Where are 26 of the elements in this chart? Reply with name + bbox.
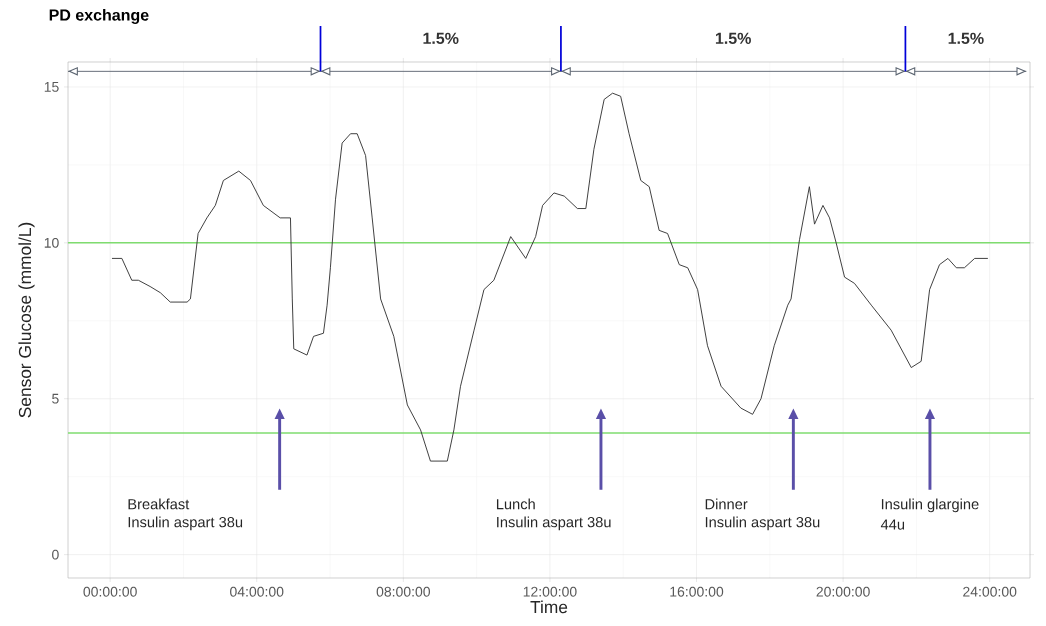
y-tick-label: 5 bbox=[52, 393, 59, 404]
annotation: Breakfast bbox=[128, 498, 190, 510]
chart-title: PD exchange bbox=[49, 8, 149, 24]
y-tick-label: 0 bbox=[52, 549, 59, 560]
x-tick-label: 20:00:00 bbox=[816, 586, 870, 597]
annotation: 1.5% bbox=[423, 32, 459, 44]
x-tick-label: 04:00:00 bbox=[230, 586, 284, 597]
x-tick-label: 12:00:00 bbox=[523, 586, 577, 597]
x-tick-label: 16:00:00 bbox=[670, 586, 724, 597]
annotation: Insulin aspart 38u bbox=[705, 516, 820, 531]
annotation: 44u bbox=[880, 519, 905, 530]
annotation: 1.5% bbox=[715, 32, 751, 44]
x-axis-title: Time bbox=[530, 600, 568, 614]
y-axis-title: Sensor Glucose (mmol/L) bbox=[18, 222, 35, 418]
annotation: Dinner bbox=[705, 498, 748, 510]
annotation: Insulin aspart 38u bbox=[128, 516, 243, 531]
annotation: Insulin glargine bbox=[881, 498, 979, 513]
y-tick-label: 15 bbox=[44, 82, 59, 92]
annotation: Insulin aspart 38u bbox=[497, 516, 611, 531]
annotation: 1.5% bbox=[948, 32, 984, 44]
line-series bbox=[111, 92, 989, 462]
annotation: Lunch bbox=[496, 498, 535, 510]
x-tick-label: 00:00:00 bbox=[83, 586, 137, 597]
x-tick-label: 08:00:00 bbox=[376, 586, 431, 597]
x-tick-label: 24:00:00 bbox=[963, 586, 1017, 597]
y-tick-label: 10 bbox=[44, 237, 59, 248]
